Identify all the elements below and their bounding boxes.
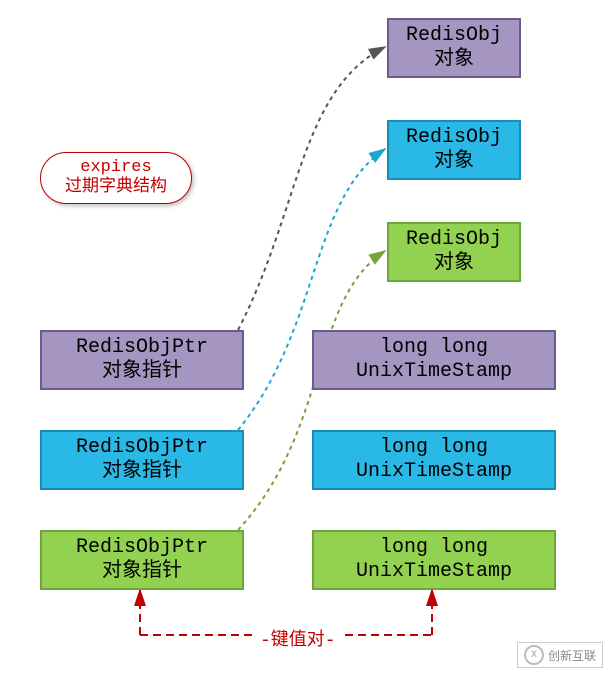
ptr-node-line1: RedisObjPtr: [76, 336, 208, 360]
expires-title-line2: 过期字典结构: [65, 178, 167, 198]
timestamp-node-purple: long longUnixTimeStamp: [312, 330, 556, 390]
ptr-node-purple: RedisObjPtr对象指针: [40, 330, 244, 390]
expires-title-pill: expires过期字典结构: [40, 152, 192, 204]
ptr-node-line2: 对象指针: [102, 360, 182, 384]
ptr-node-line1: RedisObjPtr: [76, 536, 208, 560]
redisobj-node-purple: RedisObj对象: [387, 18, 521, 78]
timestamp-node-cyan: long longUnixTimeStamp: [312, 430, 556, 490]
ptr-node-line2: 对象指针: [102, 560, 182, 584]
redisobj-node-line1: RedisObj: [406, 126, 502, 150]
ptr-node-line1: RedisObjPtr: [76, 436, 208, 460]
ptr-node-line2: 对象指针: [102, 460, 182, 484]
timestamp-node-line2: UnixTimeStamp: [356, 560, 512, 584]
redisobj-node-line2: 对象: [434, 252, 474, 276]
redisobj-node-line1: RedisObj: [406, 24, 502, 48]
ptr-node-green: RedisObjPtr对象指针: [40, 530, 244, 590]
watermark-text: 创新互联: [548, 647, 596, 664]
redisobj-node-green: RedisObj对象: [387, 222, 521, 282]
expires-title-line1: expires: [80, 158, 151, 178]
watermark-logo-icon: X: [524, 645, 544, 665]
ptr-node-cyan: RedisObjPtr对象指针: [40, 430, 244, 490]
redisobj-node-line2: 对象: [434, 48, 474, 72]
timestamp-node-line1: long long: [380, 336, 488, 360]
timestamp-node-green: long longUnixTimeStamp: [312, 530, 556, 590]
redisobj-node-line1: RedisObj: [406, 228, 502, 252]
kv-pair-label: -键值对-: [260, 625, 336, 651]
timestamp-node-line2: UnixTimeStamp: [356, 360, 512, 384]
watermark: X 创新互联: [517, 642, 603, 668]
timestamp-node-line2: UnixTimeStamp: [356, 460, 512, 484]
pointer-arrow: [238, 47, 385, 330]
timestamp-node-line1: long long: [380, 436, 488, 460]
redisobj-node-cyan: RedisObj对象: [387, 120, 521, 180]
timestamp-node-line1: long long: [380, 536, 488, 560]
redisobj-node-line2: 对象: [434, 150, 474, 174]
